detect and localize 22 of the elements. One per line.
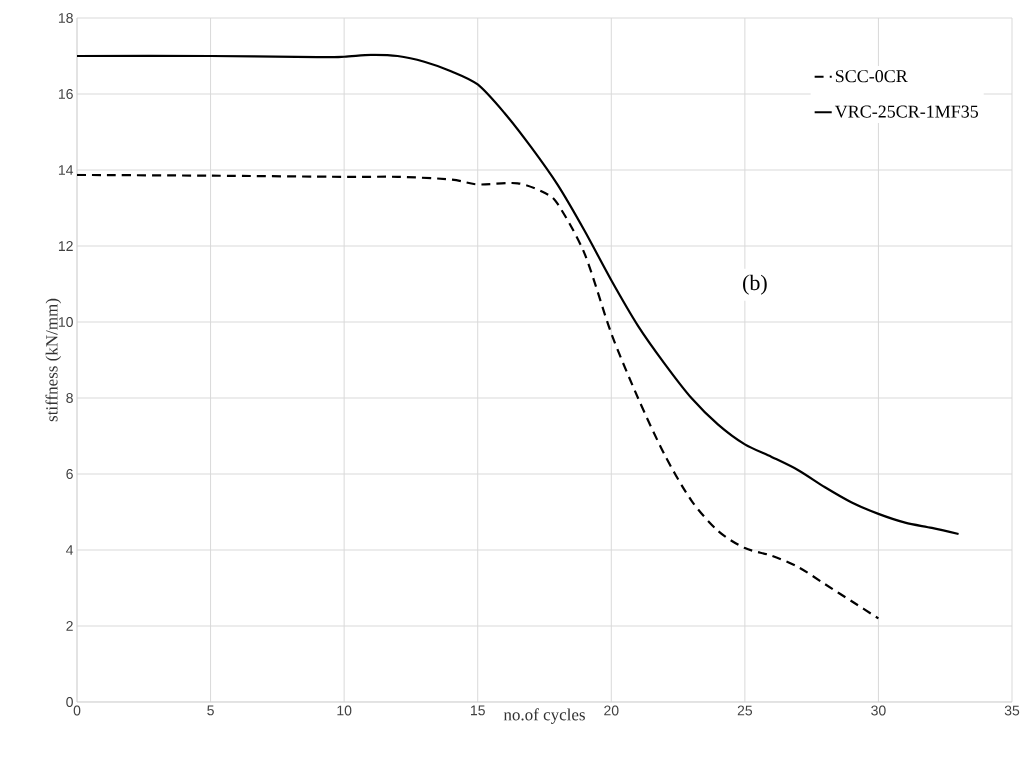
x-tick-label: 20: [604, 705, 619, 716]
y-tick-label: 14: [58, 165, 74, 175]
y-tick-label: 8: [66, 393, 73, 403]
x-tick-label: 25: [737, 705, 753, 716]
x-tick-label: 0: [73, 705, 81, 716]
y-tick-label: 18: [58, 13, 73, 23]
annotation: (b): [743, 274, 767, 295]
y-tick-label: 2: [66, 621, 73, 631]
legend-label: SCC-0CR: [835, 70, 908, 83]
x-tick-label: 35: [1004, 705, 1020, 716]
y-tick-label: 6: [66, 469, 73, 479]
x-tick-label: 10: [337, 705, 352, 716]
y-tick-label: 16: [58, 89, 73, 99]
y-tick-label: 12: [58, 241, 73, 251]
line-series: [77, 173, 880, 620]
legend-label: VRC-25CR-1MF35: [834, 105, 979, 118]
x-axis-title: no.of cycles: [503, 708, 585, 724]
x-tick-label: 15: [471, 705, 485, 716]
y-tick-label: 4: [66, 545, 74, 555]
y-tick-label: 0: [66, 697, 73, 707]
x-tick-label: 5: [207, 705, 214, 716]
x-tick-label: 30: [871, 705, 886, 716]
